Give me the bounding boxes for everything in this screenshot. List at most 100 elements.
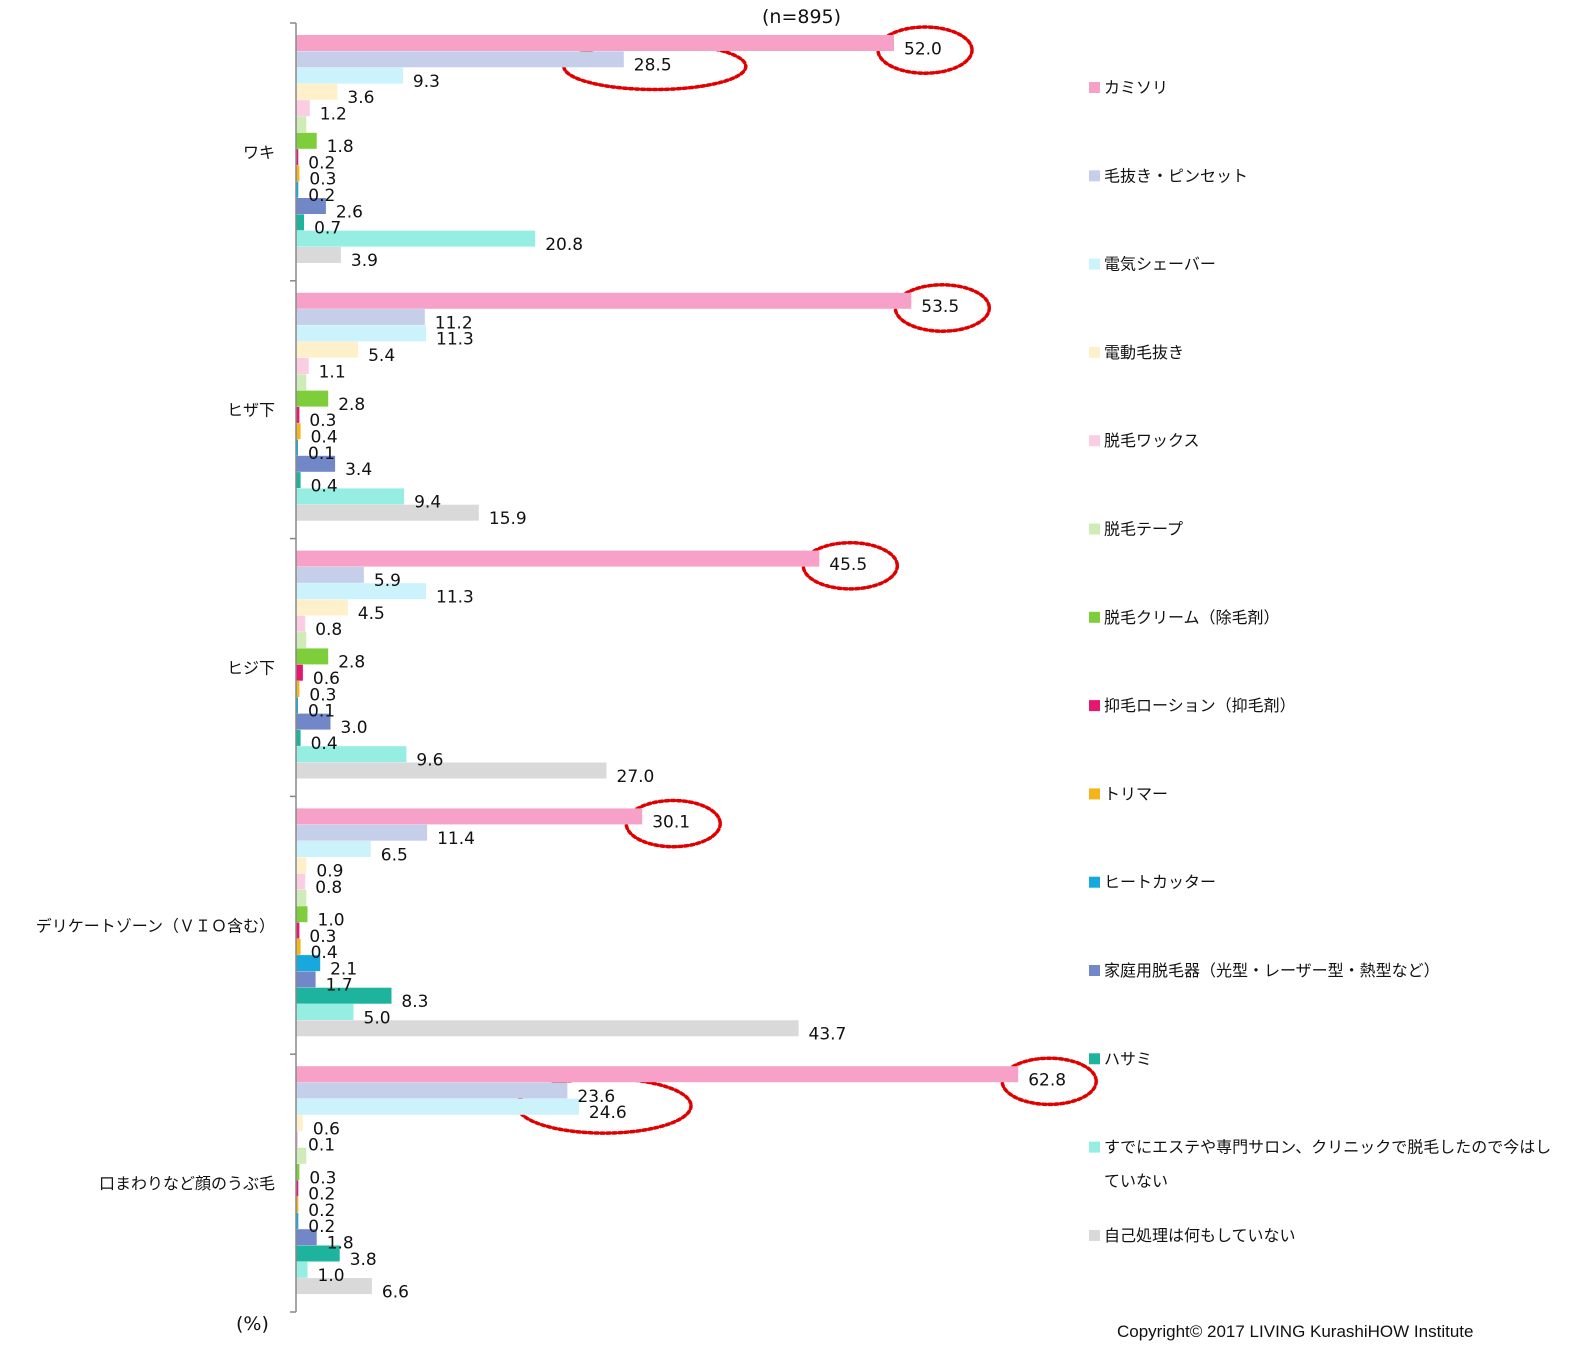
bar bbox=[296, 697, 298, 714]
bar bbox=[296, 1278, 372, 1295]
legend-swatch bbox=[1089, 788, 1100, 800]
sample-size-note: (n=895) bbox=[762, 6, 841, 28]
bar bbox=[296, 746, 407, 763]
legend-label: すでにエステや専門サロン、クリニックで脱毛したので今はし bbox=[1104, 1138, 1551, 1157]
bar-value-label: 0.4 bbox=[311, 943, 338, 963]
bar-value-label: 1.8 bbox=[327, 137, 354, 157]
bar bbox=[296, 488, 405, 505]
bar bbox=[296, 1164, 300, 1180]
bar-value-label: 0.2 bbox=[308, 1217, 335, 1237]
legend-swatch bbox=[1089, 258, 1100, 270]
legend-label: 電気シェーバー bbox=[1104, 255, 1216, 274]
bar bbox=[296, 1004, 354, 1020]
legend-swatch bbox=[1089, 700, 1100, 712]
bar bbox=[296, 841, 371, 857]
legend-swatch bbox=[1089, 1229, 1100, 1241]
bar-value-label: 52.0 bbox=[904, 39, 942, 59]
bar bbox=[296, 1115, 303, 1132]
bar bbox=[296, 358, 309, 374]
bar-value-label: 23.6 bbox=[577, 1087, 615, 1107]
bar bbox=[296, 181, 299, 198]
legend-label: 自己処理は何もしていない bbox=[1104, 1226, 1296, 1245]
bar bbox=[296, 615, 306, 632]
category-label: ヒザ下 bbox=[227, 401, 275, 420]
bar bbox=[296, 762, 607, 779]
bar bbox=[296, 1098, 579, 1115]
bar-value-label: 11.3 bbox=[436, 330, 474, 350]
bar bbox=[296, 1082, 568, 1099]
category-label: ヒジ下 bbox=[227, 659, 275, 678]
bar bbox=[296, 100, 310, 117]
bar bbox=[296, 1147, 307, 1164]
bar-value-label: 8.3 bbox=[401, 992, 428, 1012]
legend-swatch bbox=[1089, 435, 1100, 447]
bar bbox=[296, 922, 300, 939]
bar bbox=[296, 824, 428, 841]
bar bbox=[296, 955, 321, 972]
bar-value-label: 20.8 bbox=[545, 235, 583, 255]
bar-value-label: 2.8 bbox=[338, 395, 365, 415]
bar bbox=[296, 1180, 299, 1197]
bar-value-label: 1.0 bbox=[318, 1266, 345, 1286]
bar-value-label: 3.8 bbox=[350, 1250, 377, 1270]
bar-value-label: 3.0 bbox=[341, 718, 368, 738]
bar bbox=[296, 729, 301, 746]
bar-value-label: 0.1 bbox=[308, 702, 335, 722]
category-label: 口まわりなど顔のうぶ毛 bbox=[99, 1174, 275, 1193]
legend-label: 抑毛ローション（抑毛剤） bbox=[1104, 696, 1296, 715]
legend-label: ていない bbox=[1104, 1172, 1168, 1191]
bar-value-label: 3.6 bbox=[347, 88, 374, 108]
bar bbox=[296, 149, 299, 166]
bar bbox=[296, 165, 300, 182]
bar bbox=[296, 1245, 340, 1262]
bar bbox=[296, 83, 338, 100]
bar bbox=[296, 51, 624, 68]
bar-value-label: 3.9 bbox=[351, 251, 378, 271]
bar-value-label: 0.2 bbox=[308, 1185, 335, 1205]
bar bbox=[296, 67, 403, 84]
bar bbox=[296, 1020, 799, 1037]
bar bbox=[296, 971, 316, 988]
bar bbox=[296, 906, 308, 923]
bar bbox=[296, 987, 392, 1004]
bar-value-label: 0.4 bbox=[311, 476, 338, 496]
bar bbox=[296, 1131, 298, 1148]
bar-value-label: 0.1 bbox=[308, 444, 335, 464]
legend-label: 毛抜き・ピンセット bbox=[1104, 166, 1248, 185]
bar bbox=[296, 132, 317, 149]
bar bbox=[296, 808, 643, 825]
bar-value-label: 0.3 bbox=[309, 411, 336, 431]
legend-label: カミソリ bbox=[1104, 78, 1168, 97]
bar-value-label: 0.7 bbox=[314, 219, 341, 239]
bar-value-label: 6.5 bbox=[381, 845, 408, 865]
legend-label: 家庭用脱毛器（光型・レーザー型・熱型など） bbox=[1104, 961, 1440, 980]
bar bbox=[296, 230, 536, 247]
legend-label: 脱毛クリーム（除毛剤） bbox=[1104, 608, 1280, 627]
bar bbox=[296, 292, 912, 309]
bar-value-label: 1.2 bbox=[320, 105, 347, 125]
bar-value-label: 1.1 bbox=[319, 362, 346, 382]
bars-layer bbox=[296, 35, 1019, 1295]
bar bbox=[296, 472, 301, 489]
category-label: ワキ bbox=[243, 143, 275, 162]
bar bbox=[296, 713, 331, 730]
legend-swatch bbox=[1089, 1053, 1100, 1065]
bar-value-label: 53.5 bbox=[921, 297, 959, 317]
bar bbox=[296, 681, 300, 697]
bar-value-label: 5.0 bbox=[364, 1008, 391, 1028]
legend-label: ハサミ bbox=[1104, 1049, 1152, 1068]
bar-value-label: 62.8 bbox=[1028, 1071, 1066, 1091]
bar bbox=[296, 566, 364, 583]
unit-label: (%) bbox=[236, 1313, 269, 1335]
legend-swatch bbox=[1089, 876, 1100, 888]
legend-swatch bbox=[1089, 965, 1100, 976]
category-label: デリケートゾーン（ＶＩＯ含む） bbox=[36, 916, 275, 935]
bar bbox=[296, 439, 298, 456]
bar-value-label: 24.6 bbox=[589, 1103, 627, 1123]
bar bbox=[296, 1196, 299, 1213]
bar bbox=[296, 35, 894, 51]
bar-value-label: 0.8 bbox=[315, 878, 342, 898]
bar bbox=[296, 504, 479, 521]
bar bbox=[296, 1229, 317, 1246]
legend-label: 脱毛ワックス bbox=[1104, 431, 1200, 450]
